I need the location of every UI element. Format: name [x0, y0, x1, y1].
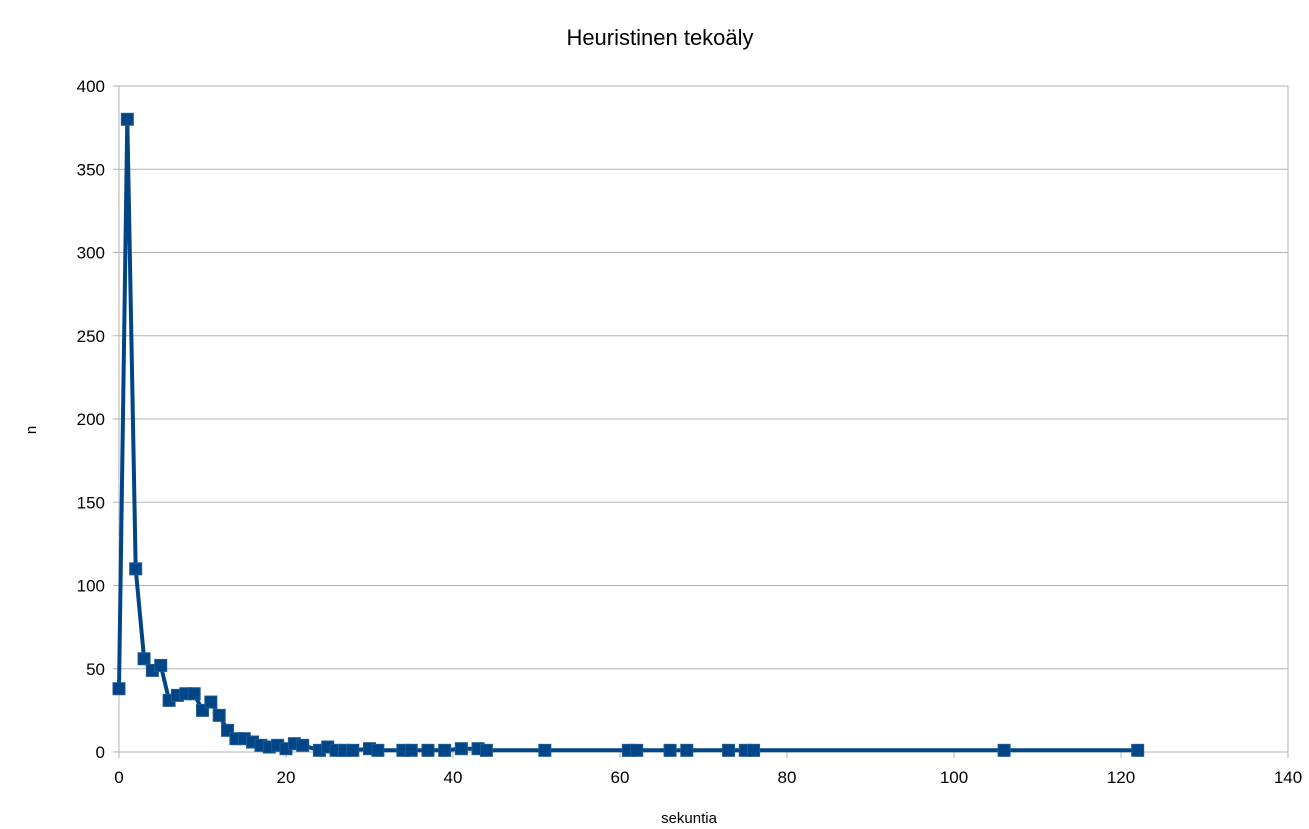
x-tick-label: 40 — [444, 768, 463, 787]
x-tick-label: 20 — [277, 768, 296, 787]
gridlines — [119, 85, 1288, 753]
data-point — [154, 658, 168, 672]
y-tick-label: 0 — [96, 743, 105, 762]
x-tick-label: 60 — [611, 768, 630, 787]
data-point — [296, 738, 310, 752]
x-axis-ticks: 0 20 40 60 80 100 120 140 — [114, 752, 1302, 787]
data-point — [421, 743, 435, 757]
x-axis-label: sekuntia — [661, 810, 718, 827]
data-point — [120, 112, 134, 126]
y-tick-label: 400 — [77, 77, 105, 96]
data-point — [747, 743, 761, 757]
data-point — [538, 743, 552, 757]
series-group — [112, 112, 1145, 757]
data-point — [129, 562, 143, 576]
x-tick-label: 100 — [940, 768, 968, 787]
y-tick-label: 250 — [77, 327, 105, 346]
x-tick-label: 120 — [1107, 768, 1135, 787]
y-tick-label: 350 — [77, 160, 105, 179]
y-axis-ticks: 0 50 100 150 200 250 300 350 400 — [77, 77, 119, 762]
data-point — [680, 743, 694, 757]
data-point — [204, 695, 218, 709]
data-point — [722, 743, 736, 757]
y-tick-label: 50 — [86, 660, 105, 679]
x-tick-label: 0 — [114, 768, 123, 787]
data-point — [212, 708, 226, 722]
data-point — [663, 743, 677, 757]
data-point — [454, 742, 468, 756]
data-point — [137, 652, 151, 666]
x-tick-label: 140 — [1274, 768, 1302, 787]
data-point — [346, 743, 360, 757]
data-point — [112, 682, 126, 696]
y-tick-label: 150 — [77, 493, 105, 512]
data-point — [630, 743, 644, 757]
data-point — [371, 743, 385, 757]
y-axis-label: n — [23, 426, 40, 434]
data-point — [479, 743, 493, 757]
data-point — [1131, 743, 1145, 757]
data-point — [438, 743, 452, 757]
chart-title: Heuristinen tekoäly — [566, 25, 753, 50]
y-tick-label: 200 — [77, 410, 105, 429]
y-tick-label: 100 — [77, 577, 105, 596]
y-tick-label: 300 — [77, 244, 105, 263]
data-point — [404, 743, 418, 757]
series-line — [117, 117, 1138, 753]
x-tick-label: 80 — [778, 768, 797, 787]
data-point — [997, 743, 1011, 757]
data-point — [187, 687, 201, 701]
